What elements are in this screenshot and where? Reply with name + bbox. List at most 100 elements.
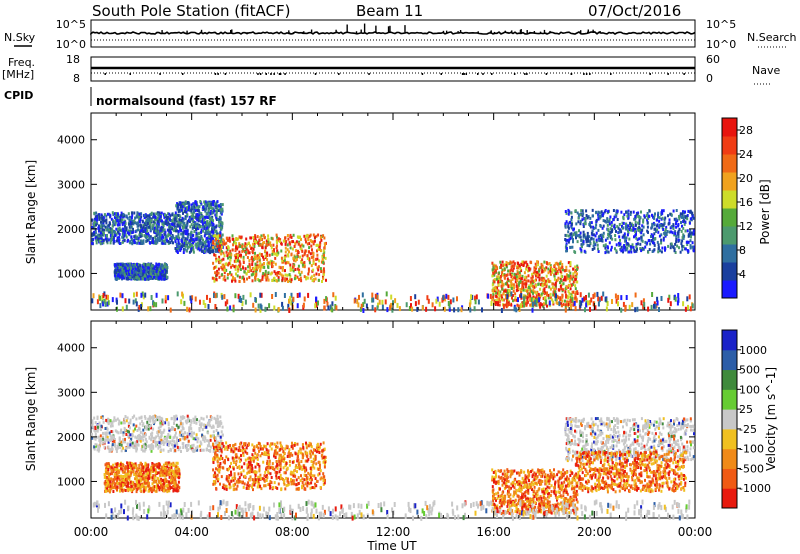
echo-cell	[112, 235, 115, 239]
echo-cell	[225, 241, 228, 245]
echo-cell	[602, 235, 605, 238]
echo-cell	[519, 277, 522, 281]
echo-cell	[91, 226, 94, 230]
echo-cell	[514, 280, 517, 284]
echo-cell	[244, 242, 247, 246]
echo-cell	[660, 233, 663, 237]
echo-cell	[492, 266, 495, 270]
echo-cell	[251, 272, 254, 276]
echo-cell	[573, 300, 576, 306]
echo-cell	[104, 225, 107, 229]
echo-cell	[190, 249, 193, 253]
echo-cell	[142, 224, 145, 227]
echo-cell	[692, 245, 695, 249]
echo-cell	[651, 223, 654, 227]
echo-cell	[559, 296, 562, 302]
echo-cell	[139, 235, 142, 239]
echo-cell	[158, 262, 160, 266]
echo-cell	[627, 229, 629, 233]
echo-cell	[642, 247, 645, 251]
echo-cell	[634, 234, 637, 238]
echo-cell	[360, 303, 363, 309]
echo-cell	[137, 221, 139, 225]
echo-cell	[155, 270, 158, 273]
echo-cell	[120, 264, 123, 268]
echo-cell	[105, 294, 108, 300]
nave-dot	[524, 73, 526, 75]
echo-cell	[606, 227, 609, 231]
echo-cell	[271, 250, 274, 253]
echo-cell	[301, 243, 303, 247]
echo-cell	[691, 241, 694, 245]
echo-cell	[653, 227, 656, 231]
echo-cell	[303, 253, 306, 257]
echo-cell	[163, 263, 166, 266]
echo-cell	[221, 267, 224, 271]
echo-cell	[310, 264, 313, 268]
echo-cell	[648, 209, 651, 213]
echo-cell	[215, 202, 218, 206]
echo-cell	[197, 241, 199, 245]
echo-cell	[199, 200, 202, 203]
echo-cell	[207, 240, 210, 244]
echo-cell	[210, 244, 213, 248]
echo-cell	[259, 269, 262, 273]
echo-cell	[215, 242, 218, 246]
echo-cell	[567, 303, 570, 306]
echo-cell	[172, 235, 175, 239]
echo-cell	[155, 415, 157, 418]
echo-cell	[135, 291, 138, 297]
echo-cell	[535, 301, 538, 307]
echo-cell	[269, 259, 272, 263]
echo-cell	[321, 280, 323, 283]
echo-cell	[177, 214, 180, 217]
echo-cell	[492, 295, 495, 299]
echo-cell	[253, 241, 256, 245]
echo-cell	[91, 238, 94, 242]
echo-cell	[173, 440, 176, 444]
echo-cell	[549, 279, 552, 283]
echo-cell	[128, 264, 131, 268]
echo-cell	[157, 230, 160, 234]
echo-cell	[531, 275, 534, 279]
echo-cell	[262, 233, 265, 237]
echo-cell	[153, 227, 156, 230]
echo-cell	[182, 217, 185, 221]
echo-cell	[565, 249, 568, 253]
echo-cell	[146, 275, 149, 279]
echo-cell	[181, 239, 183, 243]
echo-cell	[536, 273, 539, 277]
echo-cell	[362, 308, 365, 313]
echo-cell	[266, 262, 269, 266]
echo-cell	[308, 242, 311, 246]
echo-cell	[513, 263, 516, 267]
echo-cell	[547, 296, 550, 300]
echo-cell	[425, 306, 428, 312]
echo-cell	[91, 241, 94, 245]
echo-cell	[158, 276, 161, 280]
echo-cell	[240, 255, 242, 259]
echo-cell	[568, 291, 571, 295]
echo-cell	[540, 283, 543, 287]
echo-cell	[168, 442, 171, 445]
echo-cell	[520, 296, 523, 300]
echo-cell	[318, 273, 321, 277]
echo-cell	[578, 229, 580, 233]
echo-cell	[667, 297, 670, 303]
echo-cell	[120, 444, 123, 447]
echo-cell	[203, 234, 206, 238]
echo-cell	[147, 266, 150, 270]
freq-trace	[91, 66, 695, 75]
echo-cell	[212, 226, 215, 230]
echo-cell	[201, 223, 204, 226]
echo-cell	[242, 294, 245, 300]
echo-cell	[576, 234, 579, 238]
echo-cell	[491, 274, 494, 278]
echo-cell	[538, 297, 541, 303]
echo-cell	[94, 231, 97, 235]
echo-cell	[193, 239, 196, 243]
echo-cell	[511, 277, 514, 281]
echo-cell	[564, 210, 567, 213]
echo-cell	[226, 238, 229, 242]
echo-cell	[541, 284, 544, 288]
